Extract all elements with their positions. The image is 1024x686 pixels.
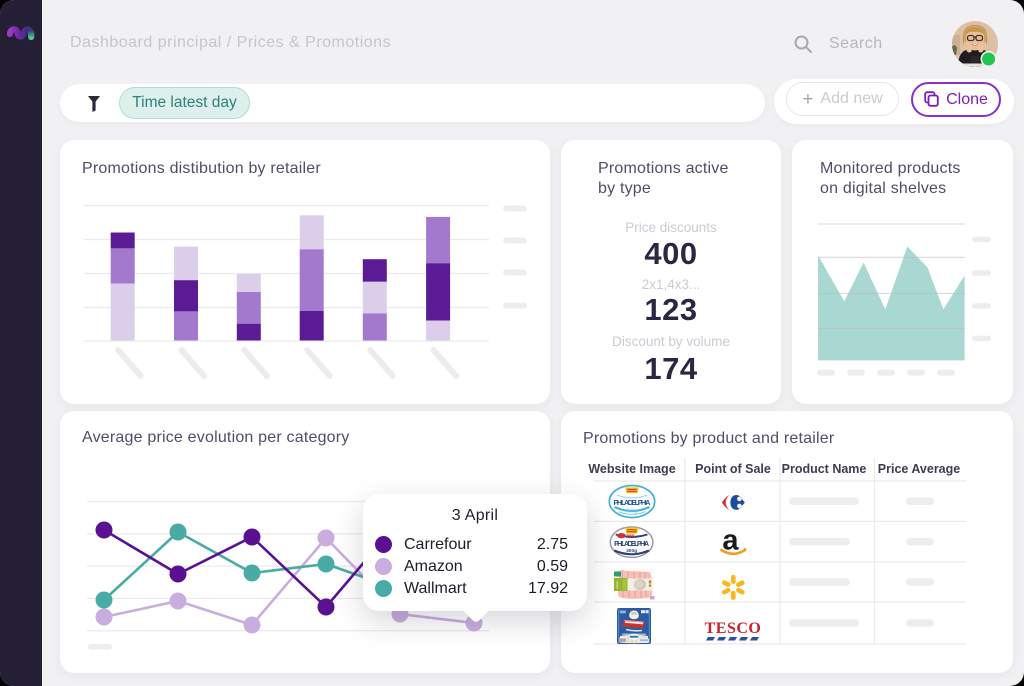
svg-text:ORIGINAL: ORIGINAL bbox=[625, 533, 637, 538]
svg-text:300g: 300g bbox=[626, 548, 637, 554]
svg-text:a: a bbox=[722, 525, 739, 557]
svg-text:300g: 300g bbox=[626, 509, 637, 515]
svg-text:TESCO: TESCO bbox=[705, 620, 762, 637]
svg-text:PHILADELPHIA: PHILADELPHIA bbox=[614, 541, 649, 548]
svg-text:PHILADELPHIA: PHILADELPHIA bbox=[614, 498, 651, 507]
